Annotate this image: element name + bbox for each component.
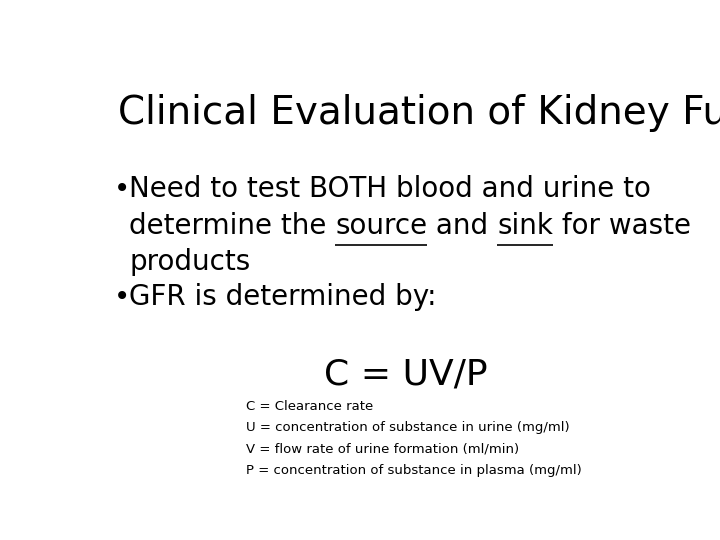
Text: U = concentration of substance in urine (mg/ml): U = concentration of substance in urine …	[246, 421, 570, 434]
Text: sink: sink	[498, 212, 553, 240]
Text: •: •	[114, 175, 130, 203]
Text: Clinical Evaluation of Kidney Function: Clinical Evaluation of Kidney Function	[118, 94, 720, 132]
Text: •: •	[114, 283, 130, 311]
Text: for waste: for waste	[553, 212, 691, 240]
Text: products: products	[129, 248, 251, 276]
Text: P = concentration of substance in plasma (mg/ml): P = concentration of substance in plasma…	[246, 464, 582, 477]
Text: source: source	[336, 212, 428, 240]
Text: V = flow rate of urine formation (ml/min): V = flow rate of urine formation (ml/min…	[246, 443, 519, 456]
Text: and: and	[428, 212, 498, 240]
Text: determine the: determine the	[129, 212, 336, 240]
Text: C = UV/P: C = UV/P	[324, 358, 488, 392]
Text: GFR is determined by:: GFR is determined by:	[129, 283, 436, 311]
Text: Need to test BOTH blood and urine to: Need to test BOTH blood and urine to	[129, 175, 651, 203]
Text: C = Clearance rate: C = Clearance rate	[246, 400, 374, 413]
